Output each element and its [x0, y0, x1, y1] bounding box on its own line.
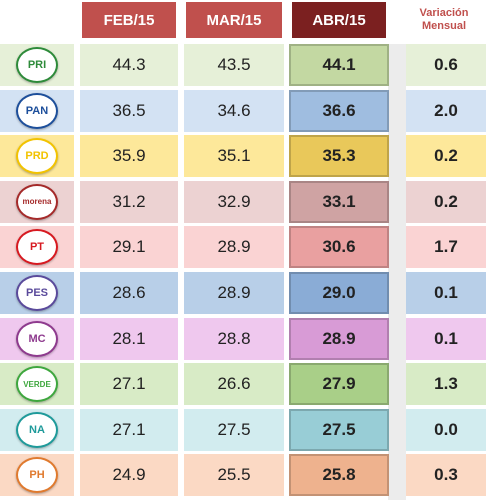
abr-value: 36.6	[289, 89, 389, 132]
party-logo-cell: VERDE	[0, 363, 74, 406]
variacion-value: 0.2	[406, 180, 486, 223]
abr-value: 27.5	[289, 408, 389, 451]
variacion-value: 1.7	[406, 226, 486, 269]
mar-value: 35.1	[184, 135, 284, 178]
feb-value: 27.1	[80, 408, 178, 451]
party-logo-icon: PES	[16, 275, 58, 311]
party-logo-cell: PRI	[0, 44, 74, 86]
table-row: VERDE 27.1 26.6 27.9 1.3	[0, 363, 489, 406]
mar-value: 34.6	[184, 89, 284, 132]
party-logo-icon: PT	[16, 229, 58, 266]
variacion-value: 0.1	[406, 317, 486, 360]
feb-value: 27.1	[80, 363, 178, 406]
abr-value: 29.0	[289, 272, 389, 314]
feb-value: 44.3	[80, 44, 178, 86]
header-mar: MAR/15	[186, 2, 282, 38]
feb-value: 36.5	[80, 89, 178, 132]
abr-value: 25.8	[289, 454, 389, 497]
feb-value: 31.2	[80, 180, 178, 223]
mar-value: 43.5	[184, 44, 284, 86]
party-logo-cell: morena	[0, 180, 74, 223]
party-logo-icon: PRI	[16, 47, 58, 83]
party-logo-icon: PH	[16, 457, 58, 494]
mar-value: 28.8	[184, 317, 284, 360]
table-row: PT 29.1 28.9 30.6 1.7	[0, 226, 489, 269]
variacion-value: 0.0	[406, 408, 486, 451]
header-abr: ABR/15	[292, 2, 386, 38]
variacion-value: 0.2	[406, 135, 486, 178]
variacion-value: 0.3	[406, 454, 486, 497]
variacion-value: 2.0	[406, 89, 486, 132]
party-logo-icon: VERDE	[16, 366, 58, 403]
abr-value: 35.3	[289, 135, 389, 178]
table-row: NA 27.1 27.5 27.5 0.0	[0, 408, 489, 451]
party-logo-cell: PRD	[0, 135, 74, 178]
table-row: MC 28.1 28.8 28.9 0.1	[0, 317, 489, 360]
party-logo-icon: PRD	[16, 138, 58, 175]
header-variacion-line1: Variación	[419, 7, 469, 19]
feb-value: 35.9	[80, 135, 178, 178]
abr-value: 30.6	[289, 226, 389, 269]
feb-value: 28.1	[80, 317, 178, 360]
header-variacion-line2: Mensual	[421, 20, 466, 32]
variacion-value: 0.6	[406, 44, 486, 86]
abr-value: 33.1	[289, 180, 389, 223]
abr-value: 27.9	[289, 363, 389, 406]
party-logo-icon: morena	[16, 183, 58, 220]
mar-value: 26.6	[184, 363, 284, 406]
party-logo-icon: NA	[16, 411, 58, 448]
mar-value: 27.5	[184, 408, 284, 451]
feb-value: 28.6	[80, 272, 178, 314]
party-logo-icon: PAN	[16, 92, 58, 129]
mar-value: 25.5	[184, 454, 284, 497]
party-logo-cell: NA	[0, 408, 74, 451]
table-row: morena 31.2 32.9 33.1 0.2	[0, 180, 489, 223]
table-row: PRI 44.3 43.5 44.1 0.6	[0, 44, 489, 86]
party-logo-cell: PAN	[0, 89, 74, 132]
mar-value: 32.9	[184, 180, 284, 223]
mar-value: 28.9	[184, 272, 284, 314]
variacion-value: 1.3	[406, 363, 486, 406]
variacion-value: 0.1	[406, 272, 486, 314]
table-row: PES 28.6 28.9 29.0 0.1	[0, 272, 489, 314]
party-logo-cell: PT	[0, 226, 74, 269]
party-logo-icon: MC	[16, 320, 58, 357]
feb-value: 24.9	[80, 454, 178, 497]
header-variacion: Variación Mensual	[400, 0, 488, 40]
table-row: PAN 36.5 34.6 36.6 2.0	[0, 89, 489, 132]
table-row: PH 24.9 25.5 25.8 0.3	[0, 454, 489, 497]
column-separator	[388, 44, 406, 500]
abr-value: 28.9	[289, 317, 389, 360]
party-logo-cell: MC	[0, 317, 74, 360]
abr-value: 44.1	[289, 44, 389, 86]
feb-value: 29.1	[80, 226, 178, 269]
mar-value: 28.9	[184, 226, 284, 269]
party-logo-cell: PES	[0, 272, 74, 314]
table-row: PRD 35.9 35.1 35.3 0.2	[0, 135, 489, 178]
header-feb: FEB/15	[82, 2, 176, 38]
party-logo-cell: PH	[0, 454, 74, 497]
